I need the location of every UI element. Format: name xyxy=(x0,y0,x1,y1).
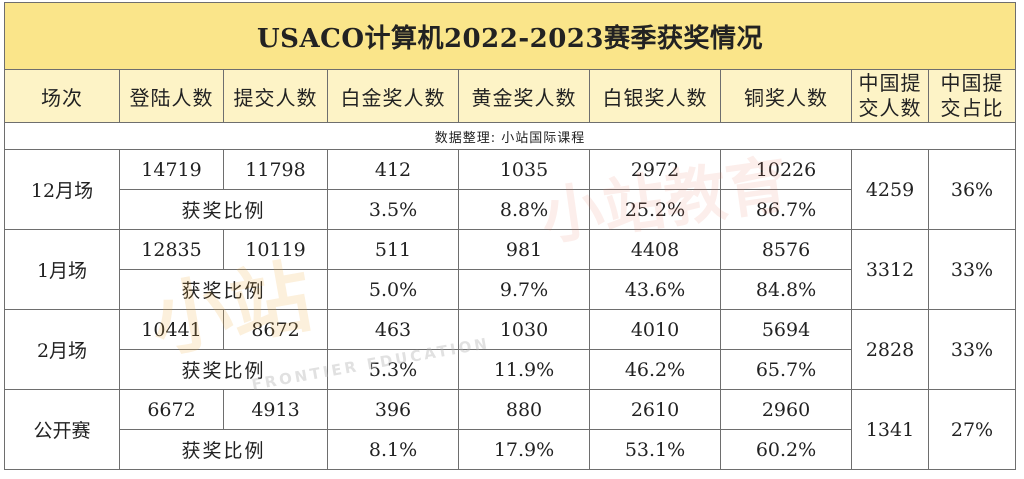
silver-count: 4010 xyxy=(589,309,721,350)
platinum-rate: 3.5% xyxy=(327,189,459,230)
silver-rate: 53.1% xyxy=(589,429,721,470)
table-row: 获奖比例 5.3% 11.9% 46.2% 65.7% xyxy=(5,349,1016,390)
table-row: 公开赛 6672 4913 396 880 2610 2960 1341 27% xyxy=(4,389,1016,470)
bronze-count: 5694 xyxy=(720,309,852,350)
login-count: 10441 xyxy=(119,309,224,350)
header-submit: 提交人数 xyxy=(223,69,328,123)
bronze-count: 2960 xyxy=(720,389,852,430)
header-login: 登陆人数 xyxy=(119,69,224,123)
gold-count: 981 xyxy=(458,229,590,270)
award-rate-label: 获奖比例 xyxy=(119,429,328,470)
submit-count: 10119 xyxy=(223,229,328,270)
submit-count: 11798 xyxy=(223,149,328,190)
platinum-rate: 5.3% xyxy=(327,349,459,390)
china-submit-count: 4259 xyxy=(851,149,929,230)
session-name: 公开赛 xyxy=(4,389,120,470)
table-row: 1月场 12835 10119 511 981 4408 8576 3312 3… xyxy=(4,229,1016,310)
gold-count: 1035 xyxy=(458,149,590,190)
platinum-count: 412 xyxy=(327,149,459,190)
china-submit-ratio: 36% xyxy=(928,149,1016,230)
silver-rate: 43.6% xyxy=(589,269,721,310)
table-container: USACO计算机2022-2023赛季获奖情况 场次 登陆人数 提交人数 白金奖… xyxy=(4,2,1016,470)
bronze-rate: 86.7% xyxy=(720,189,852,230)
award-rate-label: 获奖比例 xyxy=(119,269,328,310)
platinum-count: 396 xyxy=(327,389,459,430)
bronze-count: 8576 xyxy=(720,229,852,270)
award-rate-label: 获奖比例 xyxy=(119,349,328,390)
header-gold: 黄金奖人数 xyxy=(458,69,590,123)
submit-count: 8672 xyxy=(223,309,328,350)
platinum-count: 511 xyxy=(327,229,459,270)
bronze-rate: 65.7% xyxy=(720,349,852,390)
china-submit-ratio: 33% xyxy=(928,229,1016,310)
login-count: 12835 xyxy=(119,229,224,270)
silver-count: 2610 xyxy=(589,389,721,430)
login-count: 6672 xyxy=(119,389,224,430)
award-rate-label: 获奖比例 xyxy=(119,189,328,230)
china-submit-count: 2828 xyxy=(851,309,929,390)
table-title: USACO计算机2022-2023赛季获奖情况 xyxy=(4,2,1016,70)
header-platinum: 白金奖人数 xyxy=(327,69,459,123)
silver-rate: 25.2% xyxy=(589,189,721,230)
session-name: 12月场 xyxy=(4,149,120,230)
bronze-rate: 84.8% xyxy=(720,269,852,310)
silver-count: 2972 xyxy=(589,149,721,190)
award-table: USACO计算机2022-2023赛季获奖情况 场次 登陆人数 提交人数 白金奖… xyxy=(4,2,1016,470)
platinum-rate: 8.1% xyxy=(327,429,459,470)
table-row: 获奖比例 5.0% 9.7% 43.6% 84.8% xyxy=(5,269,1016,310)
session-name: 1月场 xyxy=(4,229,120,310)
table-row: 2月场 10441 8672 463 1030 4010 5694 2828 3… xyxy=(4,309,1016,390)
header-session: 场次 xyxy=(4,69,120,123)
china-submit-count: 3312 xyxy=(851,229,929,310)
silver-rate: 46.2% xyxy=(589,349,721,390)
submit-count: 4913 xyxy=(223,389,328,430)
china-submit-ratio: 33% xyxy=(928,309,1016,390)
session-name: 2月场 xyxy=(4,309,120,390)
header-china-submit: 中国提 交人数 xyxy=(851,69,929,123)
gold-rate: 11.9% xyxy=(458,349,590,390)
data-source-note: 数据整理: 小站国际课程 xyxy=(4,122,1016,150)
bronze-rate: 60.2% xyxy=(720,429,852,470)
gold-rate: 8.8% xyxy=(458,189,590,230)
gold-count: 1030 xyxy=(458,309,590,350)
gold-rate: 17.9% xyxy=(458,429,590,470)
gold-rate: 9.7% xyxy=(458,269,590,310)
platinum-rate: 5.0% xyxy=(327,269,459,310)
silver-count: 4408 xyxy=(589,229,721,270)
table-row: 12月场 14719 11798 412 1035 2972 10226 425… xyxy=(4,149,1016,230)
platinum-count: 463 xyxy=(327,309,459,350)
gold-count: 880 xyxy=(458,389,590,430)
table-row: 获奖比例 8.1% 17.9% 53.1% 60.2% xyxy=(5,429,1016,470)
header-silver: 白银奖人数 xyxy=(589,69,721,123)
bronze-count: 10226 xyxy=(720,149,852,190)
table-row: 获奖比例 3.5% 8.8% 25.2% 86.7% xyxy=(5,189,1016,230)
china-submit-ratio: 27% xyxy=(928,389,1016,470)
header-china-ratio: 中国提 交占比 xyxy=(928,69,1016,123)
header-bronze: 铜奖人数 xyxy=(720,69,852,123)
china-submit-count: 1341 xyxy=(851,389,929,470)
login-count: 14719 xyxy=(119,149,224,190)
